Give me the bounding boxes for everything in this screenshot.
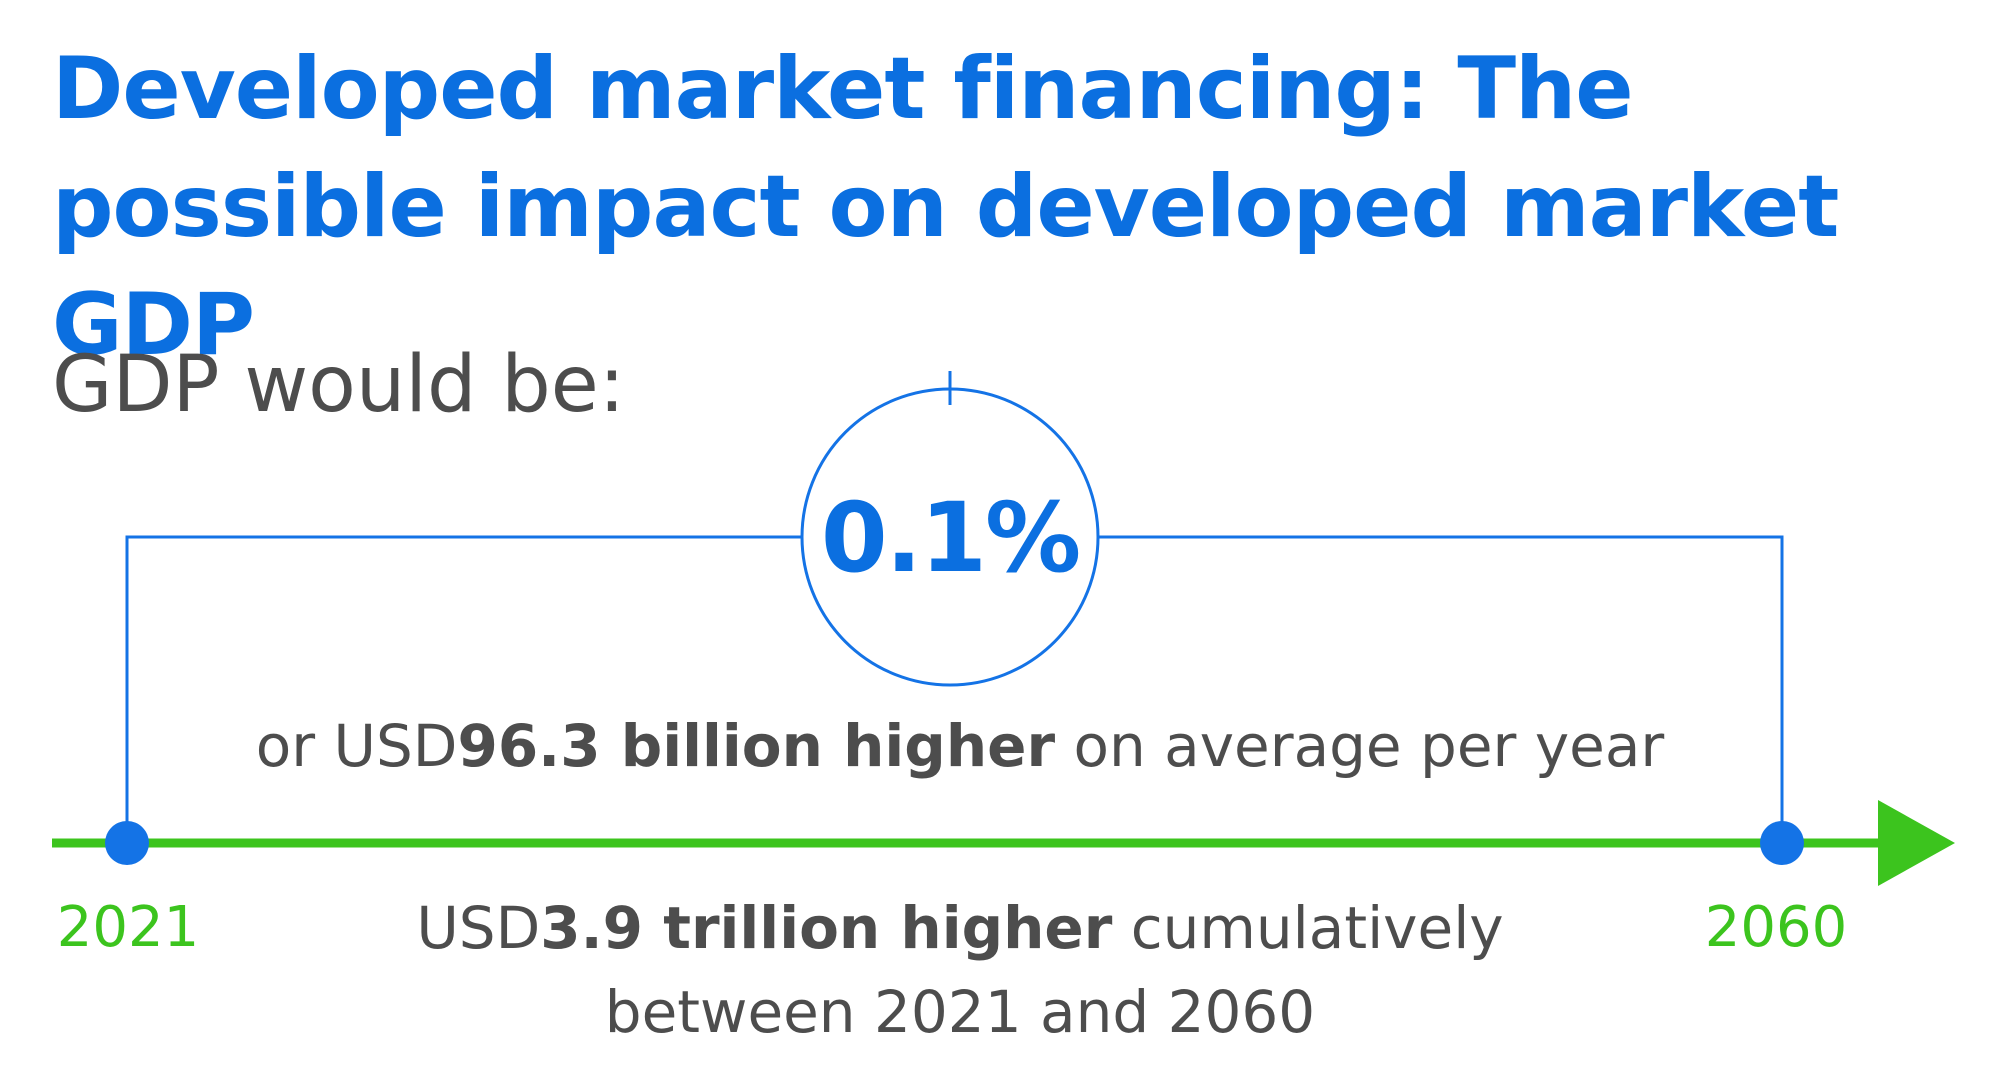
timeline-arrow-icon xyxy=(1878,800,1955,886)
page-title: Developed market financing: The possible… xyxy=(52,39,1839,375)
cumulative-bold-value: 3.9 trillion higher xyxy=(540,894,1113,962)
start-year-label: 2021 xyxy=(56,895,200,960)
cumulative-increase-text: USD3.9 trillion higher cumulatively betw… xyxy=(300,886,1620,1054)
bracket-line xyxy=(125,535,1784,837)
cumulative-prefix: USD xyxy=(416,894,541,962)
cumulative-suffix: cumulatively between 2021 and 2060 xyxy=(604,894,1504,1046)
end-marker xyxy=(1760,821,1804,865)
end-year-label: 2060 xyxy=(1704,895,1848,960)
average-suffix: on average per year xyxy=(1055,712,1665,780)
subtitle: GDP would be: xyxy=(52,340,626,430)
average-increase-text: or USD96.3 billion higher on average per… xyxy=(150,710,1770,782)
average-bold-value: 96.3 billion higher xyxy=(457,712,1056,780)
start-marker xyxy=(105,821,149,865)
average-prefix: or USD xyxy=(255,712,458,780)
percent-value: 0.1% xyxy=(820,482,1081,594)
